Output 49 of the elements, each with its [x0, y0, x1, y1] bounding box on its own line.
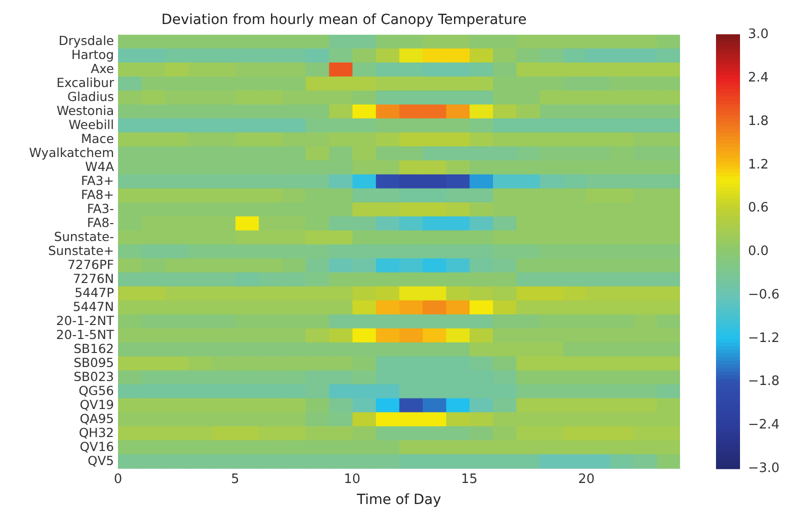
x-tick-label: 15	[460, 472, 478, 487]
y-tick-label: 7276PF	[67, 256, 114, 272]
y-tick-label: QG56	[78, 382, 114, 398]
color-bar-label: 0.0	[748, 244, 769, 260]
y-tick-label: QV19	[80, 396, 114, 412]
y-tick-label: Mace	[80, 131, 114, 146]
color-bar-label: 3.0	[748, 27, 769, 42]
y-tick-label: QV5	[88, 452, 114, 468]
color-bar-label: −3.0	[748, 460, 780, 476]
y-tick-label: Weebill	[68, 117, 114, 132]
y-tick-label: 20-1-2NT	[56, 312, 114, 328]
chart-title: Deviation from hourly mean of Canopy Temperature	[161, 12, 527, 28]
color-bar-label: 0.6	[748, 200, 769, 216]
color-bar-label: −1.2	[748, 330, 780, 346]
y-tick-label: Wyalkatchem	[29, 144, 114, 160]
y-tick-label: Sunstate+	[48, 242, 114, 258]
y-tick-label: QA95	[80, 410, 114, 426]
y-tick-label: FA3-	[86, 200, 114, 216]
y-tick-label: Hartog	[71, 47, 114, 62]
color-bar-label: 1.2	[748, 157, 769, 172]
y-tick-label: FA8-	[86, 214, 114, 230]
y-tick-label: Excalibur	[56, 75, 115, 90]
y-tick-label: 5447N	[72, 298, 114, 314]
y-tick-label: Sunstate-	[54, 228, 114, 244]
y-tick-label: 7276N	[72, 270, 114, 286]
color-bar-label: −1.8	[748, 374, 780, 390]
color-bar-label: −2.4	[748, 418, 780, 433]
y-tick-label: QV16	[80, 438, 114, 454]
y-tick-label: 20-1-5NT	[56, 326, 114, 342]
y-tick-label: Gladius	[67, 89, 114, 104]
y-tick-label: SB162	[74, 340, 114, 356]
x-tick-label: 5	[230, 472, 240, 487]
y-tick-label: SB023	[74, 368, 114, 384]
y-tick-label: QH32	[78, 424, 114, 440]
y-tick-label: Axe	[90, 61, 114, 76]
x-tick-label: 20	[578, 472, 595, 487]
y-tick-label: SB095	[74, 354, 114, 370]
y-tick-label: W4A	[85, 158, 114, 174]
color-bar-label: −0.6	[748, 287, 780, 302]
x-axis-title: Time of Day	[356, 492, 442, 508]
y-tick-label: FA8+	[80, 186, 114, 202]
x-tick-label: 0	[114, 472, 122, 487]
x-tick-label: 10	[344, 472, 360, 487]
y-tick-label: Westonia	[56, 103, 114, 118]
y-tick-label: Drysdale	[58, 33, 114, 48]
color-bar-label: 2.4	[748, 70, 769, 86]
y-tick-label: FA3+	[80, 172, 114, 188]
y-tick-label: 5447P	[74, 284, 114, 300]
color-bar-label: 1.8	[748, 114, 769, 129]
